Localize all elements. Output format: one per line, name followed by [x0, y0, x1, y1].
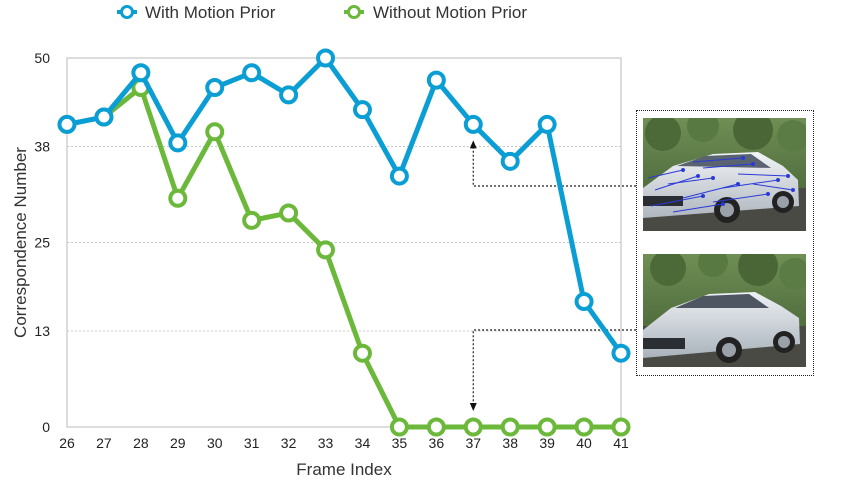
x-tick-label: 28 — [133, 435, 149, 451]
x-tick-label: 30 — [207, 435, 223, 451]
legend-marker — [347, 5, 361, 19]
x-tick-label: 31 — [244, 435, 260, 451]
annotation-connectors — [469, 140, 636, 411]
y-tick-label: 13 — [34, 323, 50, 339]
data-point — [205, 122, 225, 142]
x-tick-label: 26 — [59, 435, 75, 451]
data-point — [389, 166, 409, 186]
x-tick-label: 39 — [539, 435, 555, 451]
y-tick-label: 50 — [34, 50, 50, 66]
car-with-correspondence-image — [643, 118, 806, 231]
connector-line — [472, 329, 636, 410]
data-point — [316, 48, 336, 68]
data-point — [352, 343, 372, 363]
data-point — [426, 70, 446, 90]
data-point — [168, 188, 188, 208]
series-with-motion-prior — [57, 48, 631, 363]
x-axis-ticks: 26 27 28 29 30 31 32 33 34 35 36 37 38 39 40 41 — [59, 435, 629, 451]
x-tick-label: 37 — [465, 435, 481, 451]
data-point — [611, 343, 631, 363]
x-tick-label: 33 — [318, 435, 334, 451]
data-point — [94, 107, 114, 127]
plot-frame — [66, 57, 622, 428]
legend: With Motion Prior Without Motion Prior — [117, 3, 527, 22]
data-point — [242, 210, 262, 230]
data-point — [500, 151, 520, 171]
data-point — [463, 417, 483, 437]
data-point — [574, 292, 594, 312]
car-plain-image — [643, 254, 806, 367]
x-tick-label: 29 — [170, 435, 186, 451]
data-point — [168, 133, 188, 153]
data-point — [426, 417, 446, 437]
y-axis-label: Correspondence Number — [11, 147, 30, 338]
x-tick-label: 38 — [502, 435, 518, 451]
x-tick-label: 35 — [392, 435, 408, 451]
data-point — [537, 417, 557, 437]
data-point — [352, 100, 372, 120]
data-point — [537, 114, 557, 134]
data-point — [57, 114, 77, 134]
y-tick-label: 38 — [34, 139, 50, 155]
data-point — [463, 114, 483, 134]
series-line — [66, 55, 624, 355]
y-axis-ticks: 0 13 25 38 50 — [34, 50, 50, 435]
data-point — [279, 85, 299, 105]
thumbnail-panel — [636, 110, 814, 376]
y-tick-label: 25 — [34, 235, 50, 251]
series-layer — [57, 48, 631, 437]
arrow-head — [469, 140, 477, 149]
data-point — [611, 417, 631, 437]
data-point — [242, 63, 262, 83]
data-point — [316, 240, 336, 260]
legend-label: Without Motion Prior — [373, 3, 527, 22]
x-tick-label: 34 — [355, 435, 371, 451]
series-without-motion-prior — [57, 78, 631, 437]
data-point — [574, 417, 594, 437]
x-tick-label: 32 — [281, 435, 297, 451]
legend-label: With Motion Prior — [145, 3, 276, 22]
legend-marker — [120, 5, 134, 19]
arrow-head — [469, 403, 477, 411]
legend-item: With Motion Prior — [117, 3, 276, 22]
data-point — [500, 417, 520, 437]
data-point — [131, 63, 151, 83]
x-tick-label: 27 — [96, 435, 112, 451]
x-tick-label: 41 — [613, 435, 629, 451]
data-point — [389, 417, 409, 437]
x-tick-label: 40 — [576, 435, 592, 451]
x-axis-label: Frame Index — [296, 460, 392, 479]
y-tick-label: 0 — [42, 419, 50, 435]
legend-item: Without Motion Prior — [344, 3, 527, 22]
series-line — [66, 85, 621, 430]
connector-line — [472, 141, 636, 187]
data-point — [279, 203, 299, 223]
x-tick-label: 36 — [429, 435, 445, 451]
data-point — [205, 78, 225, 98]
